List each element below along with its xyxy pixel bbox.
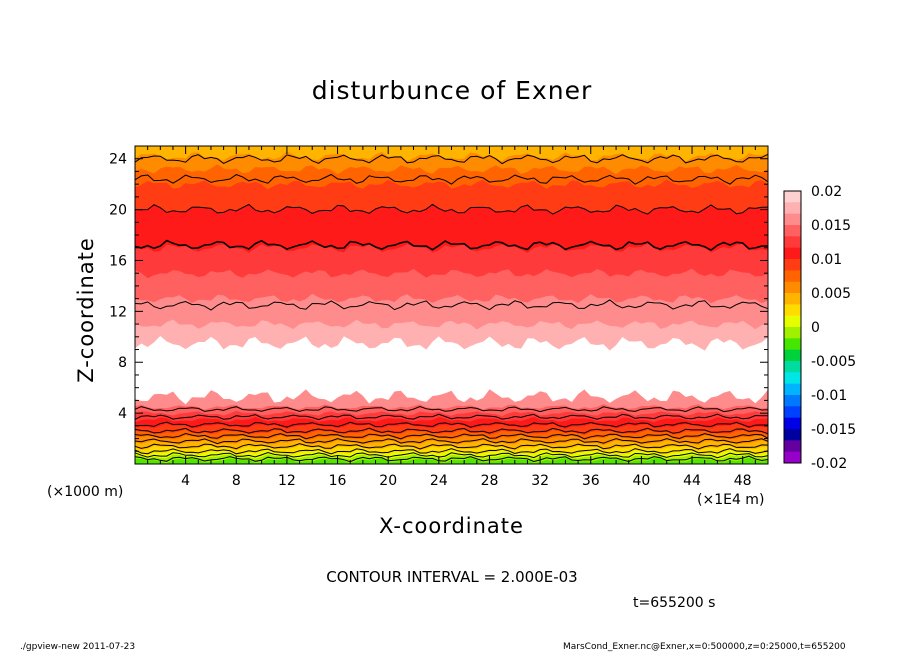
- x-tick-label: 44: [683, 473, 701, 489]
- contour-line-10: [134, 299, 769, 311]
- time-label: t=655200 s: [633, 595, 716, 611]
- x-axis-unit-right: (×1E4 m): [697, 492, 765, 508]
- colorbar-swatch: [784, 338, 801, 351]
- y-tick-label: 24: [109, 152, 127, 168]
- colorbar-frame: [783, 190, 802, 464]
- contour-line-4: [134, 438, 769, 445]
- colorbar-swatch: [784, 372, 801, 385]
- colorbar-label: 0: [811, 320, 820, 336]
- colorbar-label: 0.02: [811, 184, 842, 200]
- contour-line-2: [134, 448, 769, 455]
- colorbar-swatch: [784, 451, 801, 464]
- contour-lines: [134, 153, 769, 463]
- x-tick-label: 8: [232, 473, 241, 489]
- y-axis-ticks: 4 8 12 16 20 24: [109, 152, 768, 452]
- colorbar-swatch: [784, 395, 801, 407]
- contour-line-7: [135, 421, 768, 428]
- y-tick-label: 4: [118, 406, 127, 422]
- colorbar-swatch: [784, 406, 801, 419]
- contour-line-11: [134, 239, 769, 252]
- colorbar-label: -0.015: [811, 422, 856, 438]
- contour-line-14: [134, 153, 769, 165]
- y-tick-label: 16: [109, 253, 127, 269]
- colorbar-swatch: [784, 315, 801, 328]
- x-tick-label: 12: [278, 473, 296, 489]
- x-tick-label: 20: [379, 473, 397, 489]
- colorbar-swatch: [784, 281, 801, 294]
- colorbar-swatch: [784, 191, 801, 203]
- x-tick-label: 36: [582, 473, 600, 489]
- colorbar: 0.02 0.015 0.01 0.005 0 -0.005 -0.01 -0.015 -0.0…: [783, 184, 856, 472]
- colorbar-swatch: [784, 213, 801, 226]
- chart-title: disturbunce of Exner: [311, 76, 593, 105]
- y-tick-label: 20: [109, 203, 127, 219]
- x-axis-label: X-coordinate: [379, 514, 524, 538]
- x-tick-label: 28: [481, 473, 499, 489]
- footer-right-note: MarsCond_Exner.nc@Exner,x=0:500000,z=0:2…: [563, 642, 846, 652]
- colorbar-label: -0.005: [811, 354, 856, 370]
- colorbar-swatch: [784, 225, 801, 237]
- y-tick-label: 12: [109, 304, 127, 320]
- contour-line-5: [134, 432, 769, 440]
- colorbar-swatch: [784, 304, 801, 317]
- colorbar-swatch: [784, 349, 801, 362]
- contour-line-6: [134, 427, 769, 435]
- colorbar-swatch: [784, 270, 801, 283]
- x-tick-label: 40: [632, 473, 650, 489]
- x-tick-label: 24: [430, 473, 448, 489]
- colorbar-swatch: [784, 429, 801, 441]
- colorbar-swatch: [784, 236, 801, 249]
- colorbar-label: 0.01: [811, 252, 842, 268]
- x-tick-label: 48: [734, 473, 752, 489]
- contour-line-1: [134, 451, 769, 459]
- contour-line-3: [134, 443, 769, 450]
- colorbar-swatch: [784, 361, 801, 373]
- x-tick-label: 32: [531, 473, 549, 489]
- colorbar-label: -0.01: [811, 388, 847, 404]
- contour-line-9: [134, 405, 769, 413]
- x-axis-unit-left: (×1000 m): [47, 484, 124, 500]
- colorbar-swatch: [784, 293, 801, 305]
- contour-line-12: [134, 203, 769, 215]
- colorbar-swatch: [784, 259, 801, 271]
- contour-interval-note: CONTOUR INTERVAL = 2.000E-03: [326, 568, 578, 586]
- y-tick-label: 8: [118, 355, 127, 371]
- colorbar-swatch: [784, 202, 801, 215]
- colorbar-swatch: [784, 383, 801, 396]
- contour-line-13: [134, 173, 769, 185]
- colorbar-swatch: [784, 417, 801, 430]
- colorbar-swatch: [784, 327, 801, 339]
- x-tick-label: 16: [329, 473, 347, 489]
- colorbar-label: 0.005: [811, 286, 851, 302]
- x-axis-ticks: 4 8 12 16 20 24 28 32 36 40 44 48: [147, 146, 756, 489]
- contour-line-0: [134, 455, 769, 463]
- colorbar-label: -0.02: [811, 456, 847, 472]
- x-tick-label: 4: [181, 473, 190, 489]
- contour-line-8: [134, 413, 769, 421]
- colorbar-label: 0.015: [811, 218, 851, 234]
- colorbar-swatch: [784, 247, 801, 260]
- colorbar-swatch: [784, 440, 801, 453]
- footer-left-note: ./gpview-new 2011-07-23: [20, 642, 136, 652]
